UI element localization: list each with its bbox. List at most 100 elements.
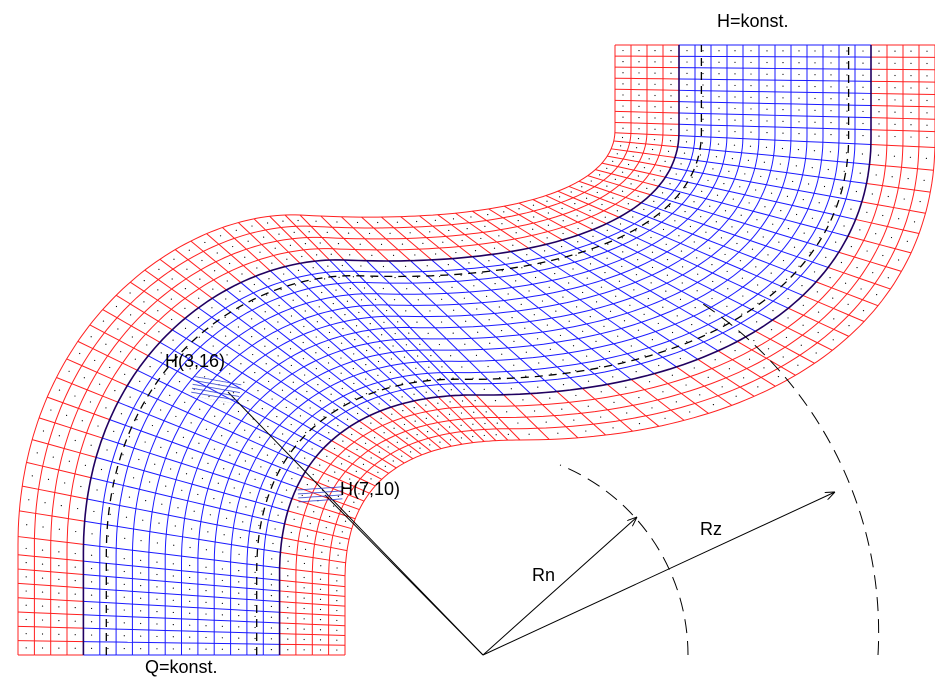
- cross-line: [338, 284, 349, 295]
- cell-dot: [654, 179, 655, 180]
- cross-line: [317, 329, 329, 340]
- cell-dot: [495, 400, 496, 401]
- cross-line: [319, 393, 332, 402]
- cross-line: [426, 399, 438, 410]
- cell-dot: [255, 556, 256, 557]
- cell-dot: [694, 367, 695, 368]
- cross-line: [203, 251, 216, 261]
- cell-dot: [850, 209, 851, 210]
- cell-dot: [701, 191, 702, 192]
- cell-dot: [450, 355, 451, 356]
- cross-line: [55, 493, 71, 496]
- cell-dot: [713, 404, 714, 405]
- cross-line: [584, 192, 599, 198]
- cross-line: [18, 583, 34, 584]
- cell-dot: [64, 482, 65, 483]
- cross-line: [631, 210, 646, 216]
- cell-dot: [280, 289, 281, 290]
- cell-dot: [560, 335, 561, 336]
- cell-dot: [305, 432, 306, 433]
- cell-dot: [798, 133, 799, 134]
- cell-dot: [94, 360, 95, 361]
- cell-dot: [42, 591, 43, 592]
- cell-dot: [213, 498, 214, 499]
- cell-dot: [221, 435, 222, 436]
- cross-line: [439, 436, 451, 447]
- cross-line: [620, 420, 633, 431]
- cell-dot: [415, 421, 416, 422]
- cell-dot: [161, 504, 162, 505]
- cell-dot: [140, 572, 141, 573]
- cross-line: [78, 341, 93, 348]
- cross-line: [19, 511, 35, 514]
- cell-dot: [693, 201, 694, 202]
- cell-dot: [358, 312, 359, 313]
- cell-dot: [763, 236, 764, 237]
- cell-dot: [772, 291, 773, 292]
- cross-line: [450, 433, 462, 444]
- cross-line: [278, 347, 291, 357]
- cell-dot: [194, 511, 195, 512]
- cross-line: [227, 414, 242, 421]
- cell-dot: [271, 263, 272, 264]
- cross-line: [679, 308, 694, 316]
- cross-line: [608, 237, 623, 245]
- cross-line: [729, 219, 745, 224]
- cell-dot: [184, 308, 185, 309]
- cross-line: [588, 176, 604, 181]
- cross-line: [681, 181, 697, 185]
- cell-dot: [91, 648, 92, 649]
- cell-dot: [819, 202, 820, 203]
- cross-line: [424, 317, 435, 328]
- cross-line: [22, 486, 38, 489]
- cell-dot: [644, 167, 645, 168]
- cross-line: [682, 259, 697, 266]
- cross-line: [280, 552, 296, 555]
- cell-dot: [534, 314, 535, 315]
- cross-line: [683, 275, 698, 283]
- cell-dot: [756, 219, 757, 220]
- cell-dot: [91, 336, 92, 337]
- cross-line: [832, 232, 848, 236]
- cross-line: [662, 222, 677, 228]
- cross-line: [855, 144, 871, 145]
- cross-line: [238, 223, 250, 234]
- cross-line: [742, 269, 757, 276]
- cell-dot: [238, 554, 239, 555]
- cross-line: [32, 440, 48, 444]
- cross-line: [333, 249, 344, 260]
- cell-dot: [840, 188, 841, 189]
- cell-dot: [609, 351, 610, 352]
- cross-line: [312, 624, 328, 625]
- cross-line: [472, 257, 485, 267]
- cross-line: [266, 535, 282, 538]
- cell-dot: [205, 637, 206, 638]
- cell-dot: [652, 149, 653, 150]
- cell-dot: [364, 287, 365, 288]
- cross-line: [879, 245, 895, 249]
- cell-dot: [172, 278, 173, 279]
- cross-line: [607, 319, 621, 329]
- cell-dot: [323, 416, 324, 417]
- cross-line: [117, 318, 131, 326]
- cell-dot: [91, 634, 92, 635]
- cross-line: [182, 571, 198, 573]
- cell-dot: [711, 298, 712, 299]
- cell-dot: [644, 314, 645, 315]
- cell-dot: [659, 215, 660, 216]
- cell-dot: [535, 277, 536, 278]
- cell-dot: [592, 236, 593, 237]
- cross-line: [632, 298, 646, 307]
- cross-line: [788, 289, 803, 296]
- cell-dot: [878, 50, 879, 51]
- cross-line: [772, 320, 787, 328]
- cell-dot: [327, 232, 328, 233]
- cross-line: [532, 370, 544, 381]
- cross-line: [819, 177, 835, 179]
- cross-line: [554, 416, 566, 427]
- cell-dot: [796, 214, 797, 215]
- cell-dot: [846, 98, 847, 99]
- cell-dot: [372, 277, 373, 278]
- cell-dot: [803, 305, 804, 306]
- cell-dot: [340, 357, 341, 358]
